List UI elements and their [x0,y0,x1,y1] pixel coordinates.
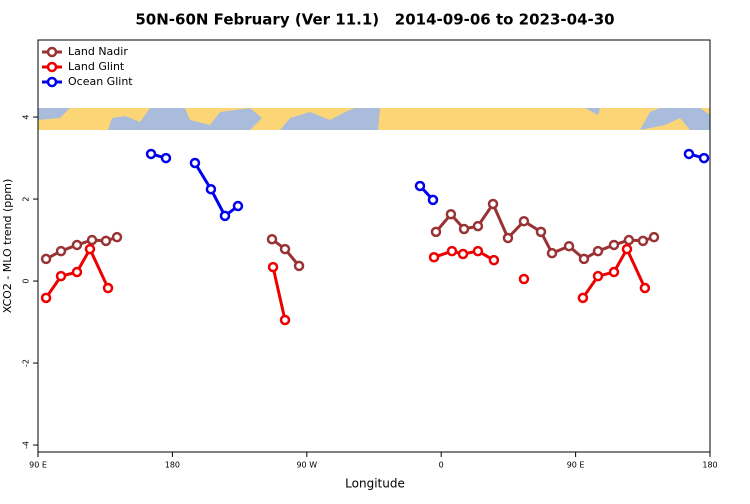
point [683,148,695,160]
point [219,210,231,222]
y-axis-label: XCO2 - MLO trend (ppm) [1,179,14,314]
point [623,234,635,246]
y-tick-label: 2 [22,197,31,202]
series-line [150,152,705,219]
point [546,247,558,259]
point [472,245,484,257]
point [267,261,279,273]
point [608,239,620,251]
point [145,148,157,160]
point [535,226,547,238]
x-tick-label: 180 [702,461,717,470]
point [160,152,172,164]
point [55,245,67,257]
y-tick-label: 4 [22,115,31,120]
point [577,292,589,304]
point [445,208,457,220]
map-strip [38,108,710,130]
legend-marker [46,46,58,58]
point [428,252,440,263]
point [279,243,291,255]
point [102,282,114,294]
plot-frame [37,39,711,453]
point [293,260,305,272]
legend-label: Land Glint [68,60,125,73]
point [205,183,217,195]
point [84,243,96,255]
point [458,223,470,235]
point [488,254,500,266]
point [430,226,442,238]
point [111,231,123,243]
point [55,270,67,282]
point [563,240,575,252]
point [518,273,530,285]
point [592,245,604,257]
point [621,243,633,255]
legend-marker [46,61,58,73]
series-line [45,200,655,267]
x-tick-label: 90 E [29,461,47,470]
point [487,198,499,210]
point [648,231,660,243]
point [266,233,278,245]
x-tick-label: 90 E [567,461,585,470]
point [446,245,458,257]
x-axis-label: Longitude [345,477,405,491]
point [698,152,710,164]
point [518,215,530,227]
legend-label: Land Nadir [68,45,128,58]
point [86,234,98,246]
y-tick-label: -2 [22,359,31,367]
x-tick-label: 0 [439,461,444,470]
point [502,232,514,244]
legend-marker [46,76,58,88]
point [100,235,112,247]
point [279,314,291,326]
chart-title: 50N-60N February (Ver 11.1) 2014-09-06 t… [135,11,614,29]
point [427,194,439,206]
point [592,270,604,282]
point [414,180,426,192]
series-line [44,245,647,321]
point [457,248,469,260]
point [232,200,244,212]
legend-label: Ocean Glint [68,75,133,88]
x-tick-label: 90 W [296,461,317,470]
point [71,239,83,251]
y-tick-label: 0 [22,279,31,284]
point [40,253,52,265]
point [189,157,201,169]
point [637,235,649,247]
x-tick-label: 180 [165,461,180,470]
point [40,292,52,304]
point [71,266,83,278]
y-tick-label: -4 [22,441,31,449]
point [639,282,651,294]
point [578,253,590,265]
point [608,266,620,278]
point [472,220,484,232]
